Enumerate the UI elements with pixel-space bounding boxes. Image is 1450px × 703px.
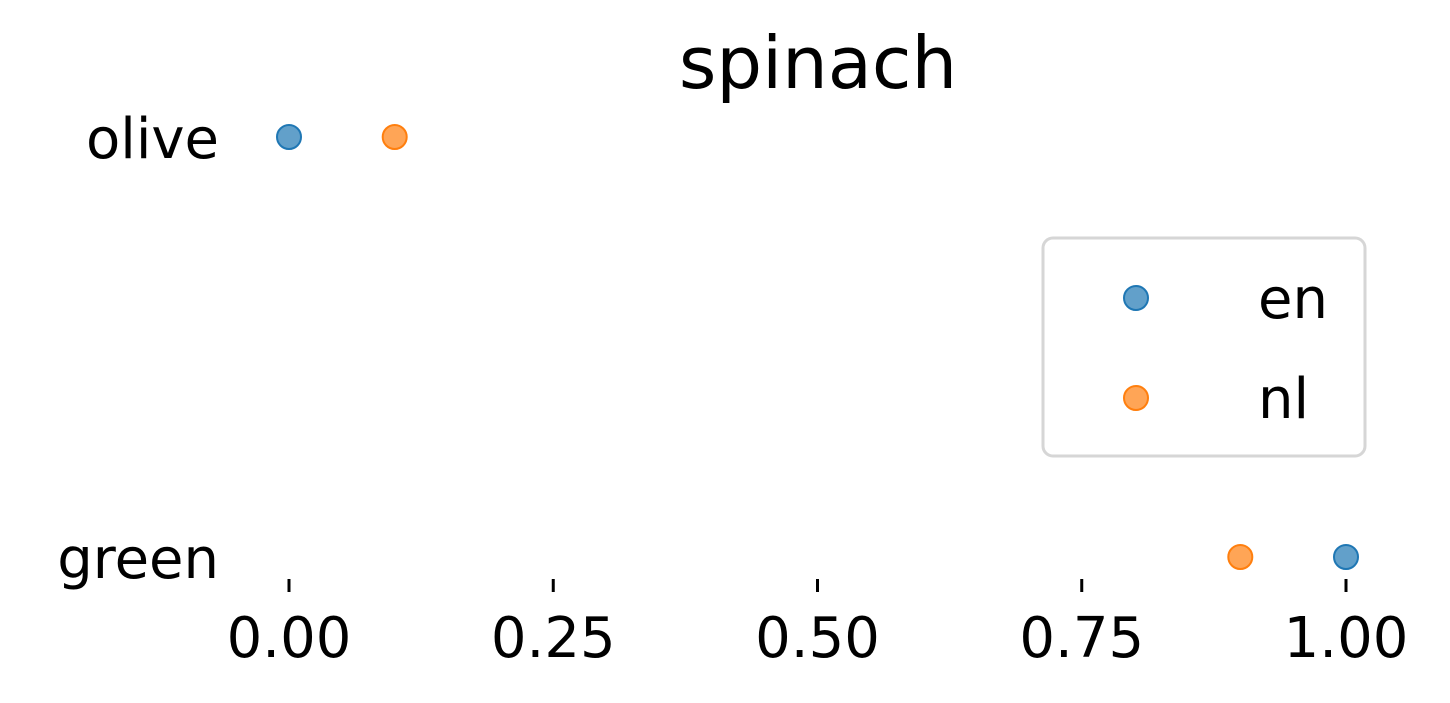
point-nl (1227, 544, 1254, 570)
legend-marker-en (1123, 285, 1149, 311)
x-tick-label: 1.00 (1284, 606, 1409, 671)
x-tick-label: 0.50 (755, 606, 880, 671)
legend-label-en: en (1258, 267, 1328, 332)
x-tick-label: 0.00 (227, 606, 352, 671)
x-tick-label: 0.75 (1019, 606, 1144, 671)
legend-entries: en nl (1123, 267, 1328, 432)
point-en (1333, 544, 1359, 570)
legend: en nl (1041, 236, 1367, 458)
data-points (276, 124, 1359, 570)
legend-marker-nl (1123, 385, 1149, 411)
chart-title: spinach (679, 21, 957, 105)
point-en (276, 124, 302, 150)
point-nl (381, 124, 408, 150)
x-axis: 0.00 0.25 0.50 0.75 1.00 (227, 579, 1409, 671)
y-tick-label: green (57, 527, 219, 592)
legend-label-nl: nl (1258, 367, 1309, 432)
y-tick-labels: green olive (57, 107, 219, 592)
x-tick-label: 0.25 (491, 606, 616, 671)
y-tick-label: olive (86, 107, 219, 172)
